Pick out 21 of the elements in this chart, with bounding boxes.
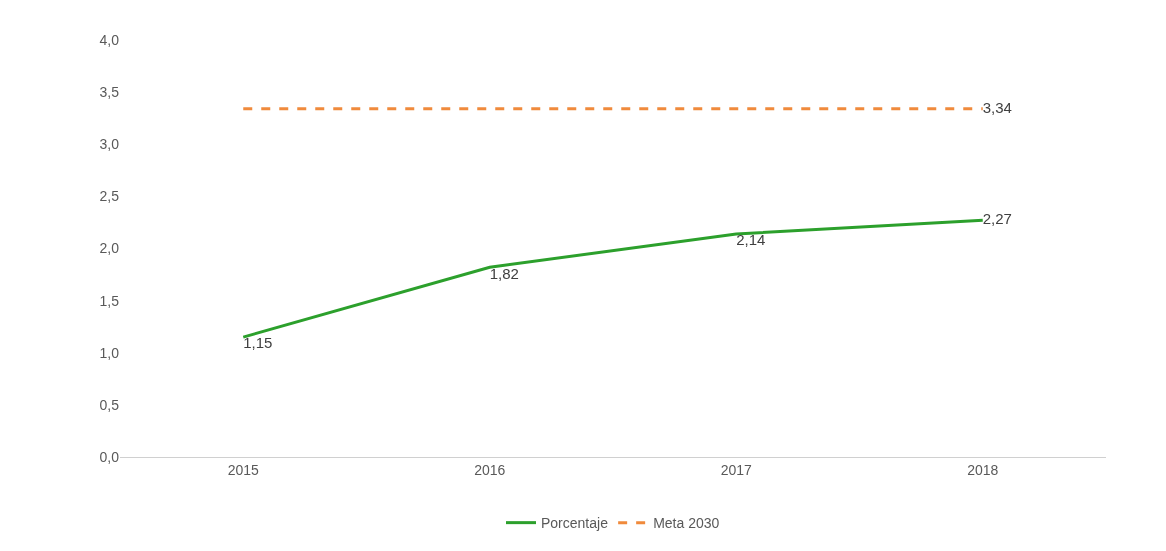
y-tick-label: 4,0 bbox=[99, 31, 120, 48]
legend-label: Porcentaje bbox=[541, 515, 609, 532]
y-tick-label: 1,0 bbox=[99, 344, 120, 361]
y-tick-label: 2,5 bbox=[99, 188, 120, 205]
y-tick-label: 2,0 bbox=[99, 240, 120, 257]
x-tick-label: 2015 bbox=[227, 461, 260, 478]
legend-label: Meta 2030 bbox=[653, 515, 720, 532]
y-tick-label: 0,5 bbox=[99, 396, 120, 413]
x-tick-label: 2018 bbox=[967, 461, 999, 478]
data-label: 1,82 bbox=[489, 264, 519, 282]
line-series bbox=[241, 218, 985, 339]
y-tick-label: 0,0 bbox=[99, 448, 120, 465]
y-tick-label: 3,5 bbox=[99, 84, 120, 101]
x-tick-label: 2017 bbox=[720, 461, 753, 478]
x-tick-label: 2016 bbox=[474, 461, 506, 478]
data-label: 3,34 bbox=[982, 98, 1012, 116]
data-label: 1,15 bbox=[243, 334, 273, 352]
data-label: 2,14 bbox=[736, 231, 766, 249]
y-tick-label: 3,0 bbox=[99, 136, 120, 153]
data-label: 2,27 bbox=[982, 210, 1012, 228]
y-tick-label: 1,5 bbox=[99, 292, 120, 309]
